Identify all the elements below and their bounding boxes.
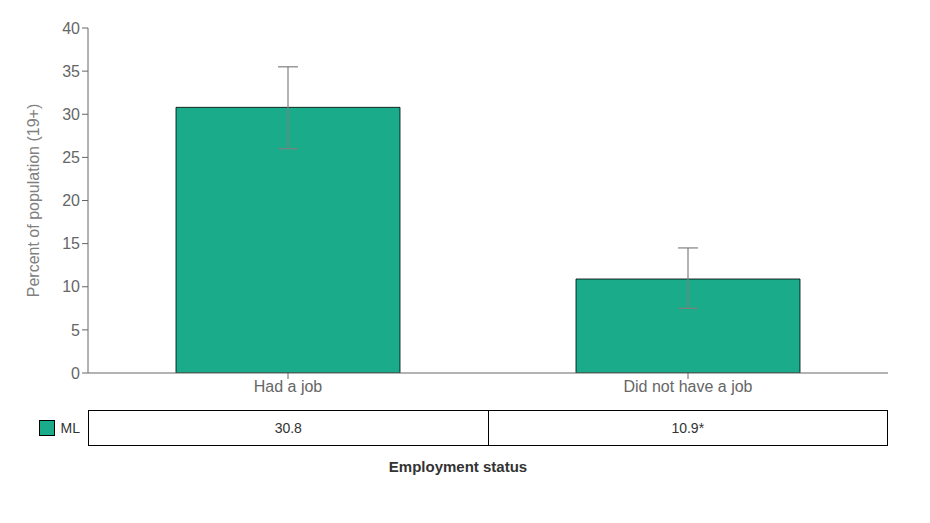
svg-text:10: 10 xyxy=(62,278,80,295)
html-text:10.9*: 10.9* xyxy=(671,420,705,436)
svg-text:Did not have a job: Did not have a job xyxy=(624,378,753,395)
html-text:ML: ML xyxy=(60,420,80,436)
svg-text:20: 20 xyxy=(62,192,80,209)
svg-text:Had a job: Had a job xyxy=(254,378,323,395)
svg-text:25: 25 xyxy=(62,149,80,166)
svg-text:40: 40 xyxy=(62,20,80,37)
svg-text:0: 0 xyxy=(71,365,80,382)
svg-text:35: 35 xyxy=(62,63,80,80)
svg-text:15: 15 xyxy=(62,235,80,252)
svg-text:Percent of population (19+): Percent of population (19+) xyxy=(25,104,42,297)
svg-text:30: 30 xyxy=(62,106,80,123)
html-text:Employment status: Employment status xyxy=(388,458,528,475)
html-text:30.8: 30.8 xyxy=(274,420,302,436)
svg-text:5: 5 xyxy=(71,322,80,339)
